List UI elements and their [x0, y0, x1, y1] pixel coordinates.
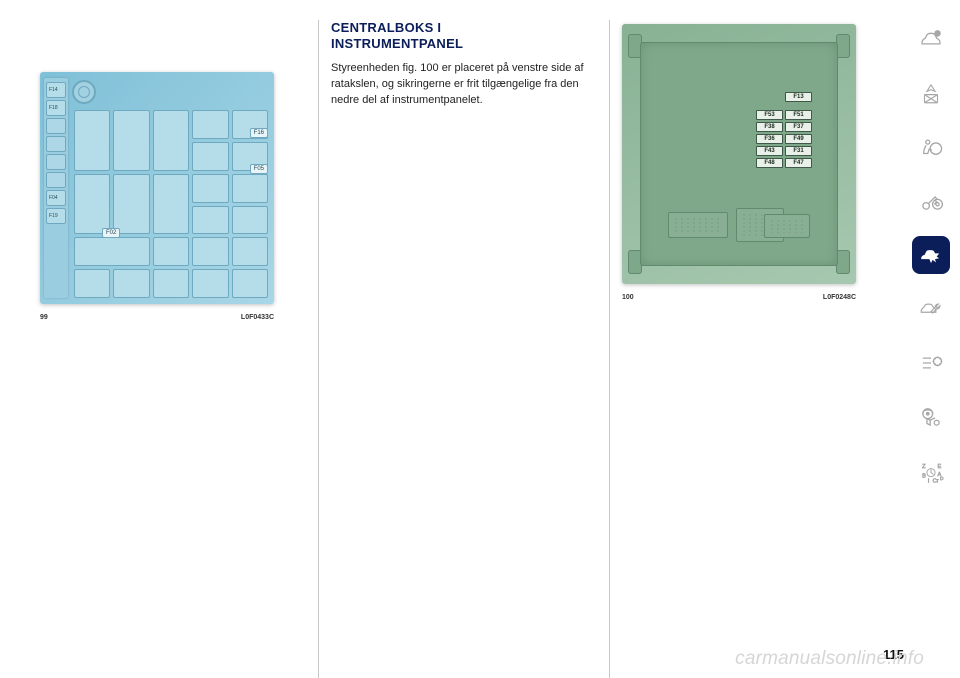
- connector-pins: [769, 219, 805, 233]
- fuse-label: F37: [785, 122, 812, 132]
- section-heading: CENTRALBOKS I INSTRUMENTPANEL: [331, 20, 597, 51]
- fuse-label: F13: [785, 92, 812, 102]
- fuse-label: F36: [756, 134, 783, 144]
- figure-code: L0F0433C: [241, 314, 274, 321]
- figure-code: L0F0248C: [823, 294, 856, 301]
- fuse-label: F51: [785, 110, 812, 120]
- figure-100: F13 F53 F51 F38 F37 F36 F49 F43 F31 F48 …: [622, 24, 856, 284]
- svg-text:Z: Z: [922, 464, 926, 470]
- figure-99: F14 F18 F04 F19: [40, 72, 274, 304]
- fuse-label: F43: [756, 146, 783, 156]
- fuse-grid: [74, 110, 268, 298]
- column-left: F14 F18 F04 F19: [28, 20, 318, 678]
- fuse-cell: [113, 110, 149, 171]
- column-right: F13 F53 F51 F38 F37 F36 F49 F43 F31 F48 …: [609, 20, 900, 678]
- alphabet-icon[interactable]: ZEBAICTD: [912, 452, 950, 490]
- airbag-icon[interactable]: [912, 128, 950, 166]
- media-nav-icon[interactable]: [912, 398, 950, 436]
- fuse-cell: [153, 237, 189, 266]
- fuse-cell: [232, 237, 268, 266]
- car-info-icon[interactable]: i: [912, 20, 950, 58]
- fuse-slot: F19: [46, 208, 66, 224]
- connector-ring: [72, 80, 96, 104]
- fuse-cell: [192, 237, 228, 266]
- fuse-label: F16: [250, 128, 268, 138]
- fuse-slot: [46, 136, 66, 152]
- fuse-label: F53: [756, 110, 783, 120]
- fuse-slot: F14: [46, 82, 66, 98]
- figure-caption: 99 L0F0433C: [40, 314, 274, 321]
- fuse-cell: [113, 269, 149, 298]
- fuse-cell: [74, 237, 150, 266]
- fuse-cell: [192, 110, 228, 139]
- collision-icon[interactable]: [912, 236, 950, 274]
- fuse-cell: [74, 110, 110, 171]
- fuse-cell: [153, 174, 189, 235]
- svg-text:I: I: [928, 478, 930, 484]
- figure-caption: 100 L0F0248C: [622, 294, 856, 301]
- fuse-cell: [232, 174, 268, 203]
- fuse-cell: [232, 269, 268, 298]
- fuse-cell: [192, 269, 228, 298]
- fuse-label: F49: [785, 134, 812, 144]
- fuse-label: F31: [785, 146, 812, 156]
- content-area: F14 F18 F04 F19: [0, 0, 910, 678]
- heading-line: CENTRALBOKS I: [331, 20, 597, 36]
- fuse-cell: [192, 142, 228, 171]
- service-icon[interactable]: [912, 290, 950, 328]
- fuse-label: F47: [785, 158, 812, 168]
- fuse-slot: F18: [46, 100, 66, 116]
- section-nav-sidebar: i ZEBAICTD: [910, 0, 960, 678]
- svg-text:B: B: [922, 474, 926, 480]
- fuse-slot: [46, 154, 66, 170]
- fuse-cell: [74, 174, 110, 235]
- fuse-label: F02: [102, 228, 120, 238]
- fuse-strip-left: F14 F18 F04 F19: [44, 78, 68, 298]
- fuse-slot: [46, 118, 66, 134]
- fuse-label: F05: [250, 164, 268, 174]
- connector: [668, 212, 728, 238]
- lights-icon[interactable]: [912, 74, 950, 112]
- connector: [764, 214, 810, 238]
- figure-number: 100: [622, 294, 634, 301]
- connector-pins: [673, 217, 723, 233]
- fuse-block: F13 F53 F51 F38 F37 F36 F49 F43 F31 F48 …: [756, 92, 812, 168]
- fuse-cell: [74, 269, 110, 298]
- fuse-cell: [232, 206, 268, 235]
- key-wheel-icon[interactable]: [912, 182, 950, 220]
- fuse-label: F38: [756, 122, 783, 132]
- mount-ear: [836, 250, 850, 274]
- heading-line: INSTRUMENTPANEL: [331, 36, 597, 52]
- fuse-cell: [153, 110, 189, 171]
- fuse-slot: F04: [46, 190, 66, 206]
- page-number: 115: [883, 647, 904, 662]
- svg-text:T: T: [936, 478, 939, 484]
- fuse-cell: [192, 174, 228, 203]
- page-root: F14 F18 F04 F19: [0, 0, 960, 678]
- fuse-slot: [46, 172, 66, 188]
- settings-list-icon[interactable]: [912, 344, 950, 382]
- fuse-cell: [113, 174, 149, 235]
- figure-number: 99: [40, 314, 48, 321]
- fuse-cell: [192, 206, 228, 235]
- svg-text:E: E: [938, 464, 942, 470]
- pcb-body: F13 F53 F51 F38 F37 F36 F49 F43 F31 F48 …: [640, 42, 838, 266]
- column-middle: CENTRALBOKS I INSTRUMENTPANEL Styreenhed…: [318, 20, 609, 678]
- body-paragraph: Styreenheden fig. 100 er placeret på ven…: [331, 61, 597, 109]
- fuse-cell: [153, 269, 189, 298]
- mount-ear: [836, 34, 850, 58]
- fuse-label: F48: [756, 158, 783, 168]
- svg-text:D: D: [940, 476, 944, 482]
